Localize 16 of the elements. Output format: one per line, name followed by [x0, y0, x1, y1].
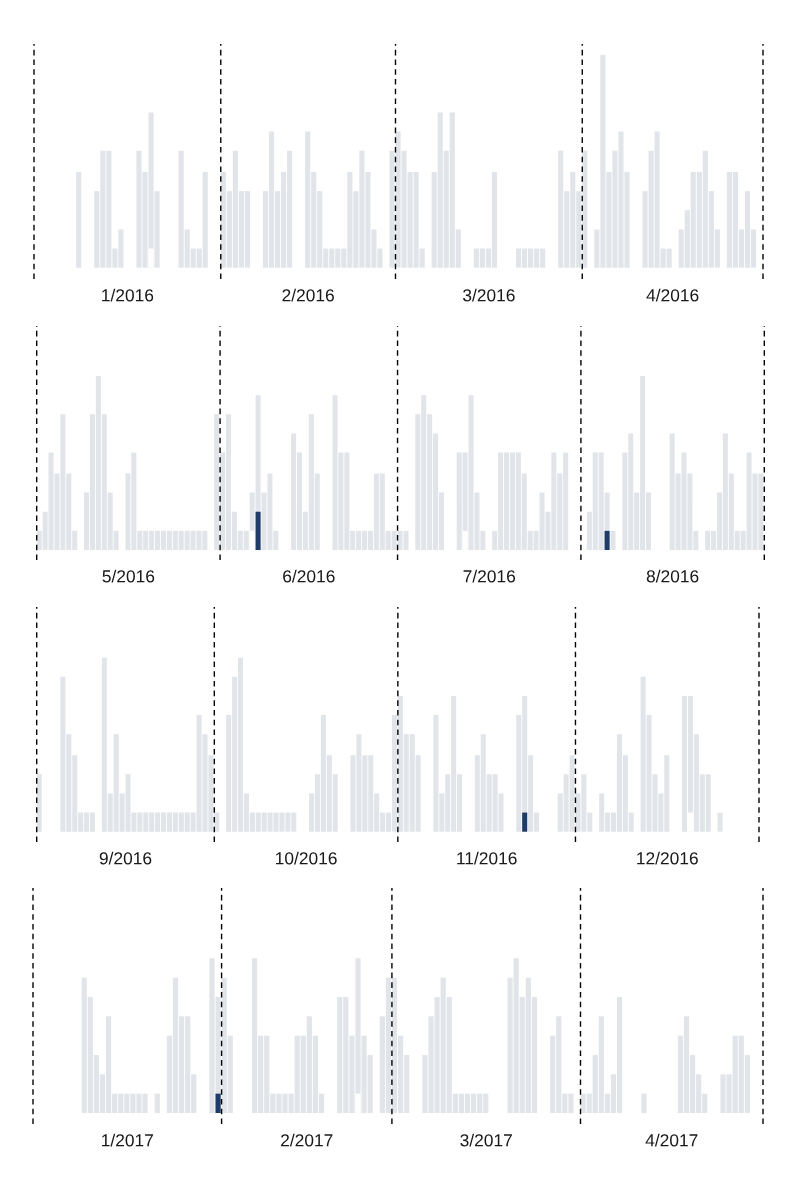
x-tick-label: 1/2017 — [102, 1133, 153, 1147]
x-tick-label: 3/2016 — [462, 288, 515, 302]
x-tick-label: 2/2017 — [281, 1133, 333, 1147]
x-tick-label: 12/2016 — [637, 851, 698, 865]
x-tick-label: 5/2016 — [102, 569, 155, 583]
x-tick-label: 6/2016 — [283, 569, 335, 583]
x-tick-label: 1/2016 — [102, 288, 154, 302]
x-tick-label: 9/2016 — [99, 851, 152, 865]
x-tick-label: 4/2017 — [645, 1133, 698, 1147]
x-tick-label: 2/2016 — [282, 288, 334, 302]
x-tick-label: 8/2016 — [646, 569, 699, 583]
x-tick-label: 11/2016 — [457, 851, 517, 865]
x-tick-label: 7/2016 — [463, 569, 516, 583]
x-tick-label: 4/2016 — [646, 288, 699, 302]
x-tick-label: 3/2017 — [460, 1133, 512, 1147]
x-tick-label: 10/2016 — [276, 851, 337, 865]
